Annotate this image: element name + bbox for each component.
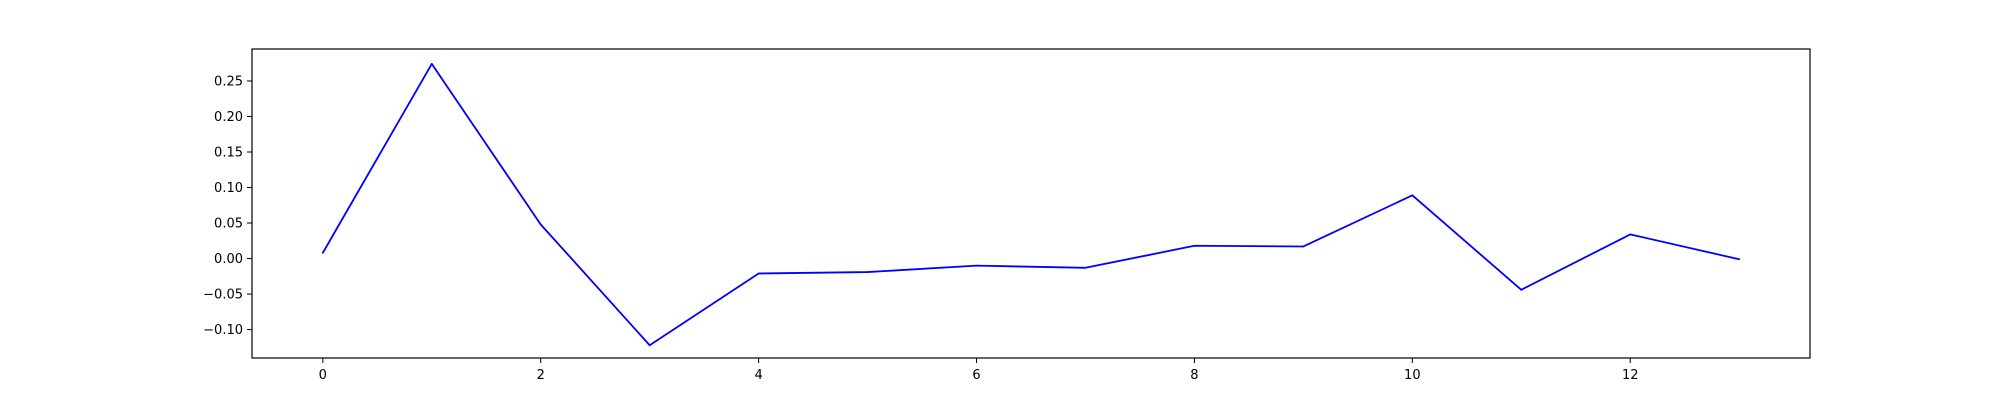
series-layer — [321, 63, 1741, 347]
y-tick-label: −0.05 — [203, 288, 243, 303]
y-tick-label: −0.10 — [203, 323, 243, 338]
y-tick-label: 0.15 — [214, 146, 243, 161]
y-tick-label: 0.00 — [214, 252, 243, 267]
x-tick-label: 8 — [1190, 368, 1198, 383]
data-point — [321, 251, 324, 254]
data-point — [430, 63, 433, 65]
data-point — [1302, 245, 1305, 248]
data-point — [1520, 288, 1523, 291]
y-tick-label: 0.25 — [214, 74, 243, 89]
x-tick-label: 12 — [1622, 368, 1639, 383]
data-point — [866, 271, 869, 273]
y-axis-ticks: −0.10 −0.05 0.00 0.05 0.10 0.15 0.20 0.25 — [203, 74, 252, 338]
data-point — [757, 272, 760, 275]
data-point — [1738, 258, 1741, 261]
data-point — [1629, 233, 1632, 236]
x-tick-label: 0 — [319, 368, 327, 383]
data-point — [1411, 194, 1414, 197]
x-tick-label: 6 — [972, 368, 980, 383]
x-tick-label: 2 — [537, 368, 545, 383]
y-tick-label: 0.05 — [214, 217, 243, 232]
series-line — [322, 63, 1740, 347]
data-point — [539, 223, 542, 226]
x-tick-label: 4 — [754, 368, 762, 383]
x-axis-ticks: 0 2 4 6 8 10 12 — [319, 358, 1639, 383]
data-point — [1084, 266, 1087, 269]
y-tick-label: 0.20 — [214, 110, 243, 125]
data-point — [1193, 244, 1196, 247]
plot-area-frame — [251, 48, 1811, 359]
y-tick-label: 0.10 — [214, 181, 243, 196]
data-point — [975, 264, 978, 267]
data-point — [648, 344, 651, 347]
x-tick-label: 10 — [1404, 368, 1421, 383]
